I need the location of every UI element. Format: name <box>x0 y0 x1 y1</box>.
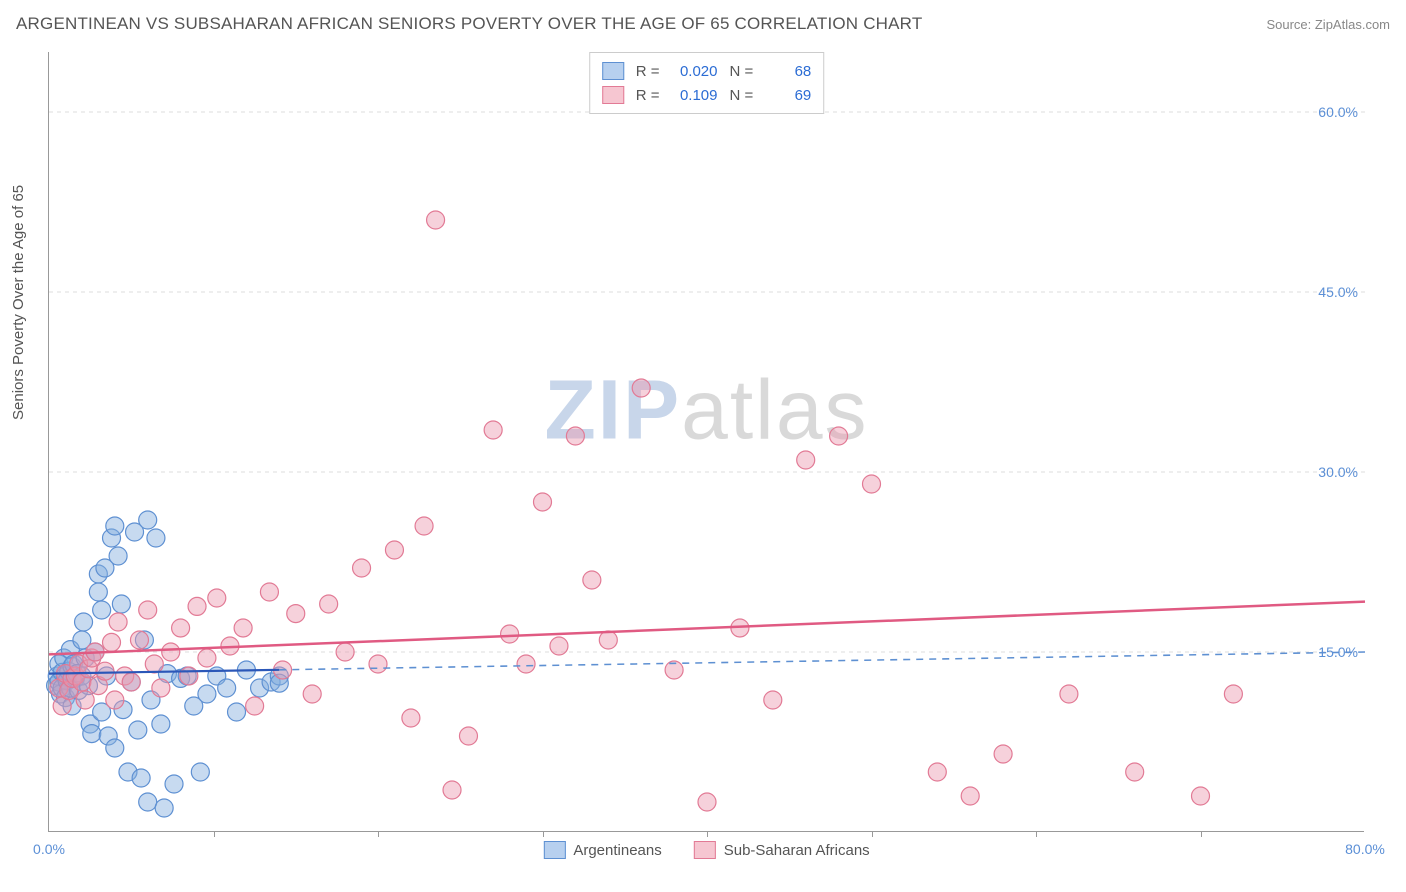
x-tick-max: 80.0% <box>1345 841 1385 857</box>
n-label-1: N = <box>730 87 754 104</box>
x-tick-mark <box>872 831 873 837</box>
stats-row-1: R = 0.109 N = 69 <box>602 83 812 107</box>
n-value-1: 69 <box>765 87 811 104</box>
n-value-0: 68 <box>765 63 811 80</box>
swatch-argentineans <box>602 62 624 80</box>
legend-swatch-subsaharan <box>694 841 716 859</box>
series-legend: Argentineans Sub-Saharan Africans <box>543 841 869 859</box>
trend-layer <box>49 52 1364 831</box>
r-value-1: 0.109 <box>672 87 718 104</box>
legend-swatch-argentineans <box>543 841 565 859</box>
trend-line-solid <box>49 602 1365 655</box>
r-label-0: R = <box>636 63 660 80</box>
chart-header: ARGENTINEAN VS SUBSAHARAN AFRICAN SENIOR… <box>16 14 1390 34</box>
chart-source: Source: ZipAtlas.com <box>1266 17 1390 32</box>
x-tick-mark <box>1036 831 1037 837</box>
legend-label-subsaharan: Sub-Saharan Africans <box>724 842 870 859</box>
y-tick-1: 30.0% <box>1318 464 1358 480</box>
scatter-plot-area: ZIPatlas R = 0.020 N = 68 R = 0.109 N = … <box>48 52 1364 832</box>
x-tick-min: 0.0% <box>33 841 65 857</box>
x-tick-mark <box>378 831 379 837</box>
chart-title: ARGENTINEAN VS SUBSAHARAN AFRICAN SENIOR… <box>16 14 922 34</box>
r-value-0: 0.020 <box>672 63 718 80</box>
x-tick-mark <box>214 831 215 837</box>
trend-line-dashed <box>279 652 1365 670</box>
y-tick-2: 45.0% <box>1318 284 1358 300</box>
y-tick-3: 60.0% <box>1318 104 1358 120</box>
legend-label-argentineans: Argentineans <box>573 842 661 859</box>
n-label-0: N = <box>730 63 754 80</box>
stats-legend: R = 0.020 N = 68 R = 0.109 N = 69 <box>589 52 825 114</box>
swatch-subsaharan <box>602 86 624 104</box>
y-axis-label: Seniors Poverty Over the Age of 65 <box>10 185 27 420</box>
r-label-1: R = <box>636 87 660 104</box>
legend-item-subsaharan: Sub-Saharan Africans <box>694 841 870 859</box>
stats-row-0: R = 0.020 N = 68 <box>602 59 812 83</box>
x-tick-mark <box>1201 831 1202 837</box>
x-tick-mark <box>543 831 544 837</box>
trend-line-solid <box>49 670 279 674</box>
y-tick-0: 15.0% <box>1318 644 1358 660</box>
x-tick-mark <box>707 831 708 837</box>
legend-item-argentineans: Argentineans <box>543 841 661 859</box>
